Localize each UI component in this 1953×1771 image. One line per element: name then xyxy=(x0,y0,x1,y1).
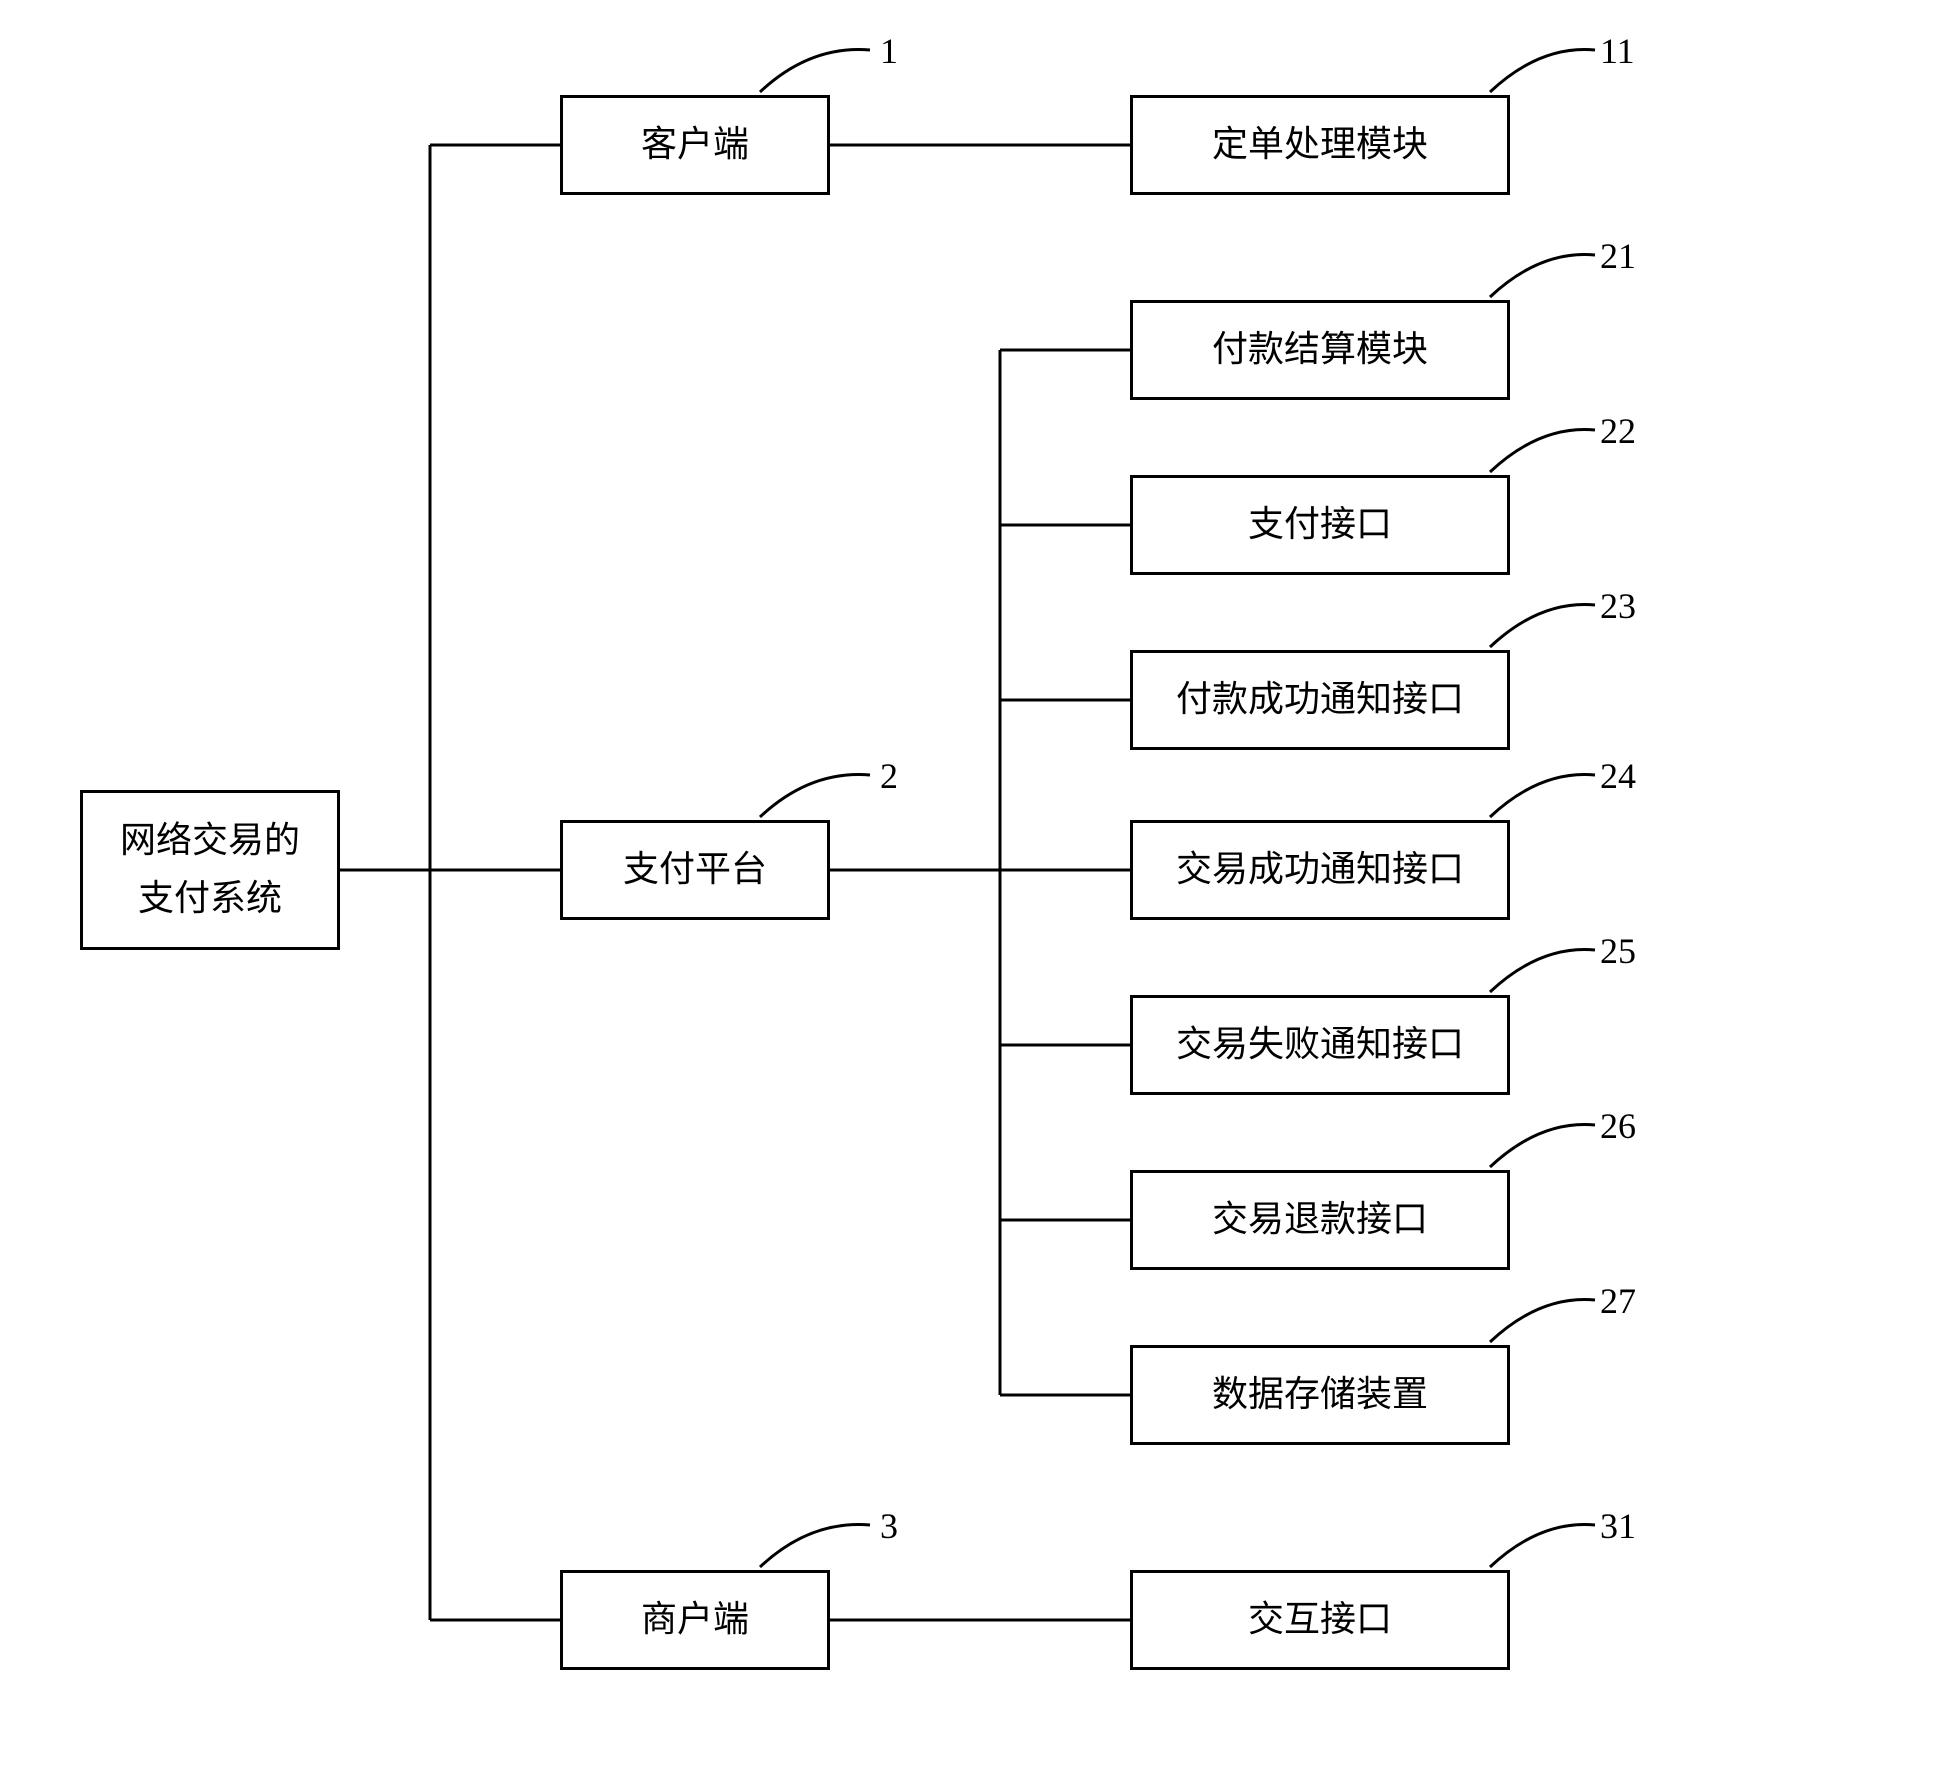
node-p-payif-label: 支付接口 xyxy=(1248,496,1392,554)
node-platform: 支付平台 xyxy=(560,820,830,920)
ref-p-paysucc: 23 xyxy=(1600,585,1636,627)
node-platform-label: 支付平台 xyxy=(623,841,767,899)
node-merchant-label: 商户端 xyxy=(641,1591,749,1649)
node-m-interact: 交互接口 xyxy=(1130,1570,1510,1670)
node-root: 网络交易的 支付系统 xyxy=(80,790,340,950)
node-merchant: 商户端 xyxy=(560,1570,830,1670)
node-p-paysucc-label: 付款成功通知接口 xyxy=(1176,671,1464,729)
ref-p-storage: 27 xyxy=(1600,1280,1636,1322)
node-client: 客户端 xyxy=(560,95,830,195)
node-m-interact-label: 交互接口 xyxy=(1248,1591,1392,1649)
node-p-refund-label: 交易退款接口 xyxy=(1212,1191,1428,1249)
node-p-storage-label: 数据存储装置 xyxy=(1212,1366,1428,1424)
node-p-storage: 数据存储装置 xyxy=(1130,1345,1510,1445)
node-p-txfail: 交易失败通知接口 xyxy=(1130,995,1510,1095)
node-p-payif: 支付接口 xyxy=(1130,475,1510,575)
node-p-txfail-label: 交易失败通知接口 xyxy=(1176,1016,1464,1074)
node-p-settle-label: 付款结算模块 xyxy=(1212,321,1428,379)
ref-m-interact: 31 xyxy=(1600,1505,1636,1547)
ref-merchant: 3 xyxy=(880,1505,898,1547)
ref-p-refund: 26 xyxy=(1600,1105,1636,1147)
node-p-paysucc: 付款成功通知接口 xyxy=(1130,650,1510,750)
node-p-settle: 付款结算模块 xyxy=(1130,300,1510,400)
node-root-label: 网络交易的 支付系统 xyxy=(120,812,300,927)
node-p-txsucc-label: 交易成功通知接口 xyxy=(1176,841,1464,899)
node-client-order-label: 定单处理模块 xyxy=(1212,116,1428,174)
ref-platform: 2 xyxy=(880,755,898,797)
ref-p-payif: 22 xyxy=(1600,410,1636,452)
ref-client: 1 xyxy=(880,30,898,72)
node-client-label: 客户端 xyxy=(641,116,749,174)
ref-p-settle: 21 xyxy=(1600,235,1636,277)
node-p-txsucc: 交易成功通知接口 xyxy=(1130,820,1510,920)
ref-client-order: 11 xyxy=(1600,30,1635,72)
node-p-refund: 交易退款接口 xyxy=(1130,1170,1510,1270)
diagram-canvas: 网络交易的 支付系统 客户端 支付平台 商户端 定单处理模块 付款结算模块 支付… xyxy=(0,0,1953,1771)
ref-p-txfail: 25 xyxy=(1600,930,1636,972)
node-client-order: 定单处理模块 xyxy=(1130,95,1510,195)
ref-p-txsucc: 24 xyxy=(1600,755,1636,797)
